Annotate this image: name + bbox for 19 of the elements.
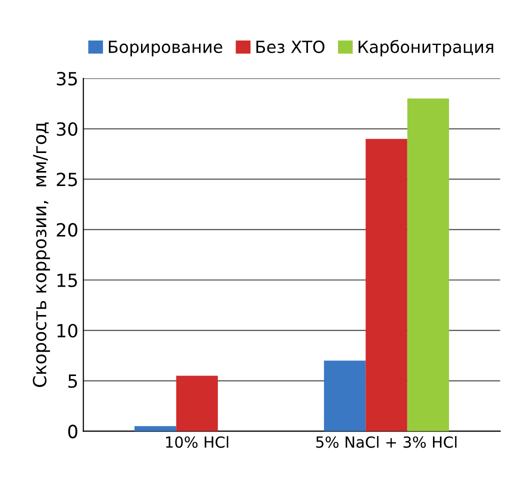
y-axis-title: Скорость коррозии, мм/год (32, 122, 50, 388)
bar (324, 360, 366, 432)
bar (134, 426, 176, 432)
y-tick-label: 25 (56, 172, 77, 186)
y-tick-label: 10 (58, 324, 78, 338)
y-tick-label: 0 (68, 424, 78, 438)
bar (366, 138, 408, 432)
y-tick-label: 5 (68, 374, 77, 388)
legend-label: Без ХТО (256, 40, 324, 54)
y-tick-label: 15 (58, 274, 77, 288)
bar (176, 376, 218, 432)
legend-label: Карбонитрация (358, 40, 494, 56)
legend-label: Борирование (108, 40, 222, 56)
y-tick-label: 30 (56, 122, 78, 136)
x-tick-label: 5% NaCl + 3% HCl (316, 436, 456, 448)
y-tick-label: 35 (56, 72, 77, 86)
bar (407, 98, 450, 432)
x-tick-label: 10% HCl (166, 436, 228, 448)
y-tick-label: 20 (56, 223, 78, 237)
